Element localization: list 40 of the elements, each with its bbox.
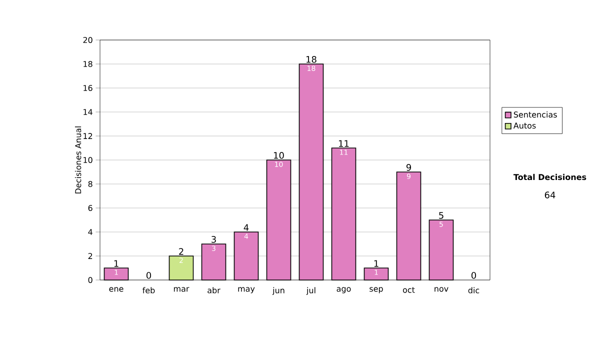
y-tick-label: 2 <box>88 253 92 259</box>
x-tick-label: may <box>238 287 255 294</box>
y-tick-label: 0 <box>88 276 92 284</box>
x-tick-label: dic <box>468 287 480 294</box>
total-label: 18 <box>306 56 316 63</box>
x-tick-label: oct <box>402 287 415 293</box>
x-tick-label: sep <box>370 287 383 294</box>
y-tick-label: 14 <box>84 109 92 115</box>
total-label: 0 <box>471 272 476 279</box>
total-label: 0 <box>146 272 152 279</box>
total-label: 1 <box>114 260 118 267</box>
y-tick-label: 10 <box>84 156 92 164</box>
text: 64 <box>544 192 556 198</box>
legend-label: Sentencias <box>514 111 557 118</box>
total-label: 2 <box>179 248 184 255</box>
y-tick-label: 16 <box>84 84 92 92</box>
x-tick-label: nov <box>434 287 448 292</box>
x-tick-label: mar <box>174 287 190 292</box>
y-tick-label: 4 <box>88 229 92 235</box>
x-tick-label: abr <box>208 287 220 294</box>
total-label: 4 <box>244 224 249 231</box>
x-tick-label: ago <box>336 287 351 294</box>
y-tick-label: 6 <box>88 204 92 212</box>
y-tick-label: 18 <box>84 60 92 68</box>
x-tick-label: jun <box>272 287 284 295</box>
total-label: 1 <box>374 260 378 267</box>
legend-label: Autos <box>513 122 536 129</box>
y-axis-title: Decisiones Anual <box>74 126 82 194</box>
text: Total Decisiones <box>513 174 586 180</box>
x-tick-label: ene <box>109 287 124 292</box>
y-tick-label: 20 <box>83 36 92 44</box>
y-tick-label: 12 <box>84 133 92 139</box>
total-label: 10 <box>274 152 284 159</box>
total-label: 3 <box>212 236 216 243</box>
total-label: 9 <box>406 164 411 171</box>
x-tick-label: jul <box>306 287 316 295</box>
x-tick-label: feb <box>142 287 155 294</box>
total-label: 11 <box>339 140 349 147</box>
y-tick-label: 8 <box>88 180 92 188</box>
total-label: 5 <box>439 212 444 219</box>
